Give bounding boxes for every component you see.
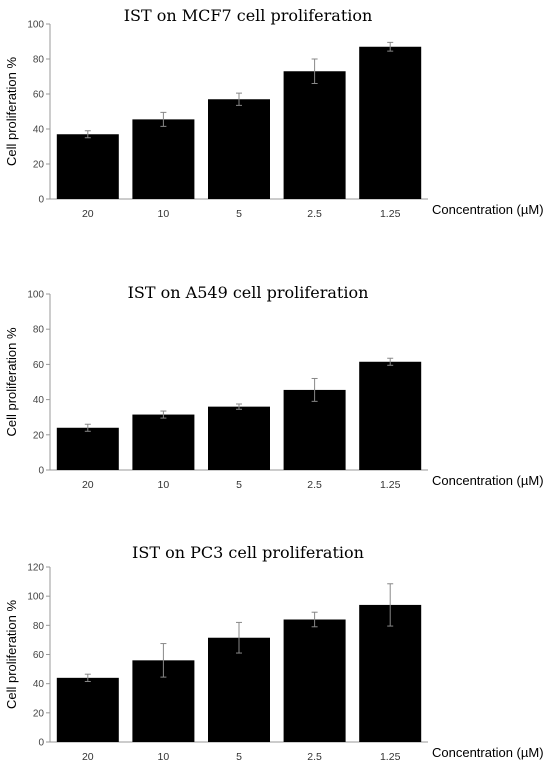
bar xyxy=(359,46,422,199)
bar xyxy=(56,134,119,199)
bar xyxy=(56,427,119,470)
x-tick-label: 5 xyxy=(236,208,242,220)
x-tick-label: 2.5 xyxy=(307,479,322,491)
y-tick-label: 60 xyxy=(33,90,45,101)
y-tick-label: 0 xyxy=(38,466,44,477)
y-tick-label: 20 xyxy=(33,160,45,171)
bar xyxy=(208,99,270,199)
y-axis-label: Cell proliferation % xyxy=(4,600,19,710)
chart-panel-2: IST on A549 cell proliferation Cell proli… xyxy=(4,283,544,491)
y-tick-label: 0 xyxy=(38,195,44,206)
chart-title: IST on A549 cell proliferation xyxy=(128,283,369,302)
y-tick-label: 120 xyxy=(27,563,44,574)
bar xyxy=(132,119,195,199)
x-tick-label: 10 xyxy=(158,751,170,763)
y-tick-label: 100 xyxy=(27,20,44,31)
x-tick-label: 20 xyxy=(82,208,94,220)
chart-title: IST on MCF7 cell proliferation xyxy=(124,6,373,25)
y-tick-label: 40 xyxy=(33,679,45,690)
x-tick-label: 20 xyxy=(82,479,94,491)
x-tick-label: 5 xyxy=(236,751,242,763)
x-tick-label: 10 xyxy=(158,208,170,220)
y-tick-label: 20 xyxy=(33,430,45,441)
bar xyxy=(208,637,270,742)
x-tick-label: 5 xyxy=(236,479,242,491)
x-tick-label: 1.25 xyxy=(380,479,401,491)
y-axis-label: Cell proliferation % xyxy=(4,57,19,167)
bar xyxy=(283,619,346,742)
y-tick-label: 40 xyxy=(33,395,45,406)
y-tick-label: 80 xyxy=(33,325,45,336)
y-tick-label: 60 xyxy=(33,650,45,661)
x-tick-label: 2.5 xyxy=(307,751,322,763)
y-tick-label: 60 xyxy=(33,360,45,371)
y-tick-label: 20 xyxy=(33,708,45,719)
chart-panel-1: IST on MCF7 cell proliferation Cell proli… xyxy=(4,6,544,220)
bar xyxy=(359,361,422,470)
x-axis-label: Concentration (µM) xyxy=(432,473,544,488)
y-axis-label: Cell proliferation % xyxy=(4,327,19,437)
x-tick-label: 2.5 xyxy=(307,208,322,220)
y-tick-label: 100 xyxy=(27,290,44,301)
x-tick-label: 1.25 xyxy=(380,208,401,220)
x-tick-label: 20 xyxy=(82,751,94,763)
chart-panel-3: IST on PC3 cell proliferation Cell prolif… xyxy=(4,543,544,763)
y-tick-label: 80 xyxy=(33,55,45,66)
bar xyxy=(359,604,422,742)
x-axis-label: Concentration (µM) xyxy=(432,202,544,217)
y-tick-label: 80 xyxy=(33,621,45,632)
bar xyxy=(283,71,346,199)
y-tick-label: 40 xyxy=(33,125,45,136)
bar xyxy=(56,677,119,742)
bar xyxy=(208,406,270,470)
x-axis-label: Concentration (µM) xyxy=(432,745,544,760)
bar xyxy=(132,414,195,470)
y-tick-label: 100 xyxy=(27,592,44,603)
bar xyxy=(283,389,346,470)
chart-title: IST on PC3 cell proliferation xyxy=(132,543,364,562)
x-tick-label: 1.25 xyxy=(380,751,401,763)
y-tick-label: 0 xyxy=(38,738,44,749)
x-tick-label: 10 xyxy=(158,479,170,491)
